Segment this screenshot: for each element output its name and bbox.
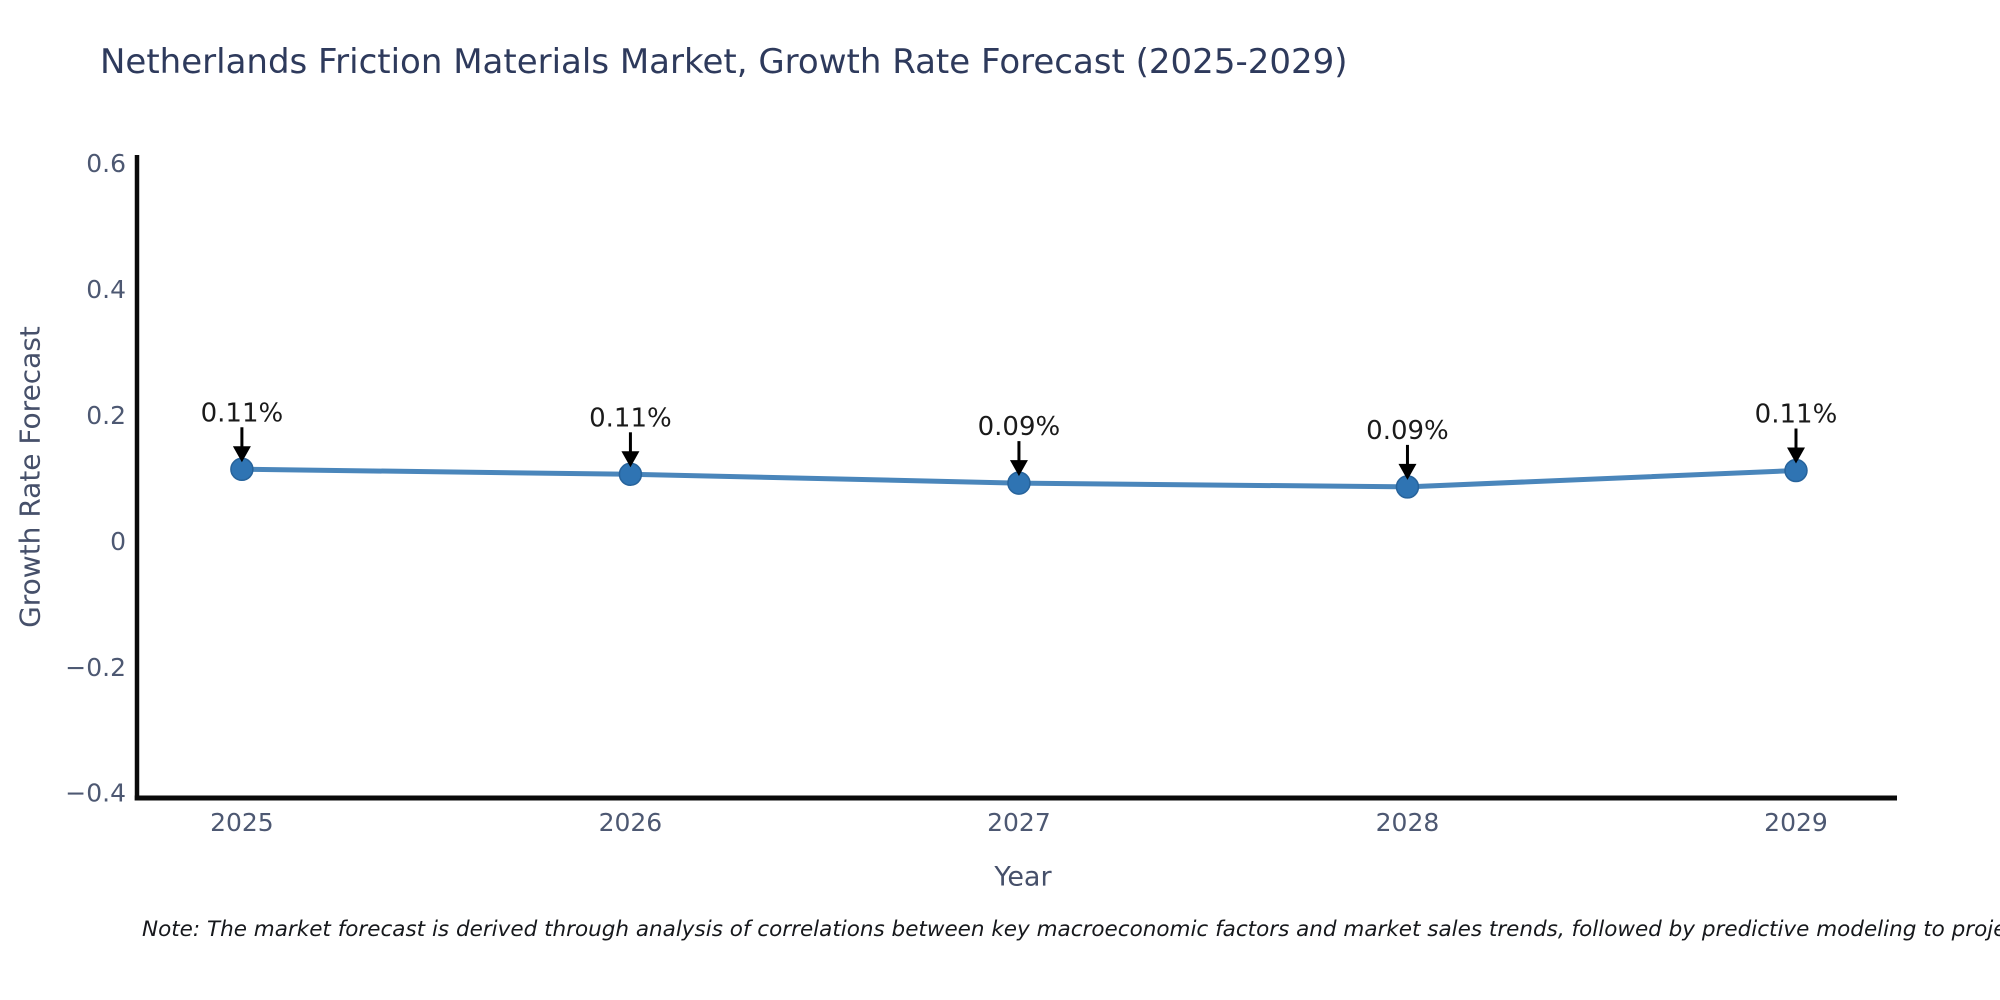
y-tick-label: −0.2 <box>65 653 126 682</box>
y-tick-label: 0.2 <box>86 401 126 430</box>
y-tick-label: 0.6 <box>86 149 126 178</box>
annotation-arrow-head <box>1786 447 1805 464</box>
y-tick-label: 0 <box>110 527 126 556</box>
x-axis-title: Year <box>994 861 1052 893</box>
x-tick-label: 2028 <box>1376 808 1440 837</box>
x-tick-label: 2026 <box>599 808 663 837</box>
point-annotation-label: 0.11% <box>589 403 672 433</box>
footnote: Note: The market forecast is derived thr… <box>142 917 2000 942</box>
y-tick-label: −0.4 <box>65 779 126 808</box>
x-tick-label: 2027 <box>987 808 1051 837</box>
y-tick-label: 0.4 <box>86 275 126 304</box>
point-annotation-label: 0.09% <box>978 412 1061 442</box>
x-tick-label: 2029 <box>1764 808 1828 837</box>
point-annotation-label: 0.09% <box>1366 416 1449 446</box>
annotation-arrow-head <box>232 446 251 463</box>
annotation-arrow-head <box>1009 460 1028 477</box>
point-annotation-label: 0.11% <box>1755 400 1838 430</box>
annotation-arrow-head <box>1398 463 1417 480</box>
point-annotation-label: 0.11% <box>201 398 284 428</box>
annotation-arrow-head <box>621 451 640 468</box>
chart-title: Netherlands Friction Materials Market, G… <box>100 42 1348 82</box>
x-tick-label: 2025 <box>210 808 274 837</box>
